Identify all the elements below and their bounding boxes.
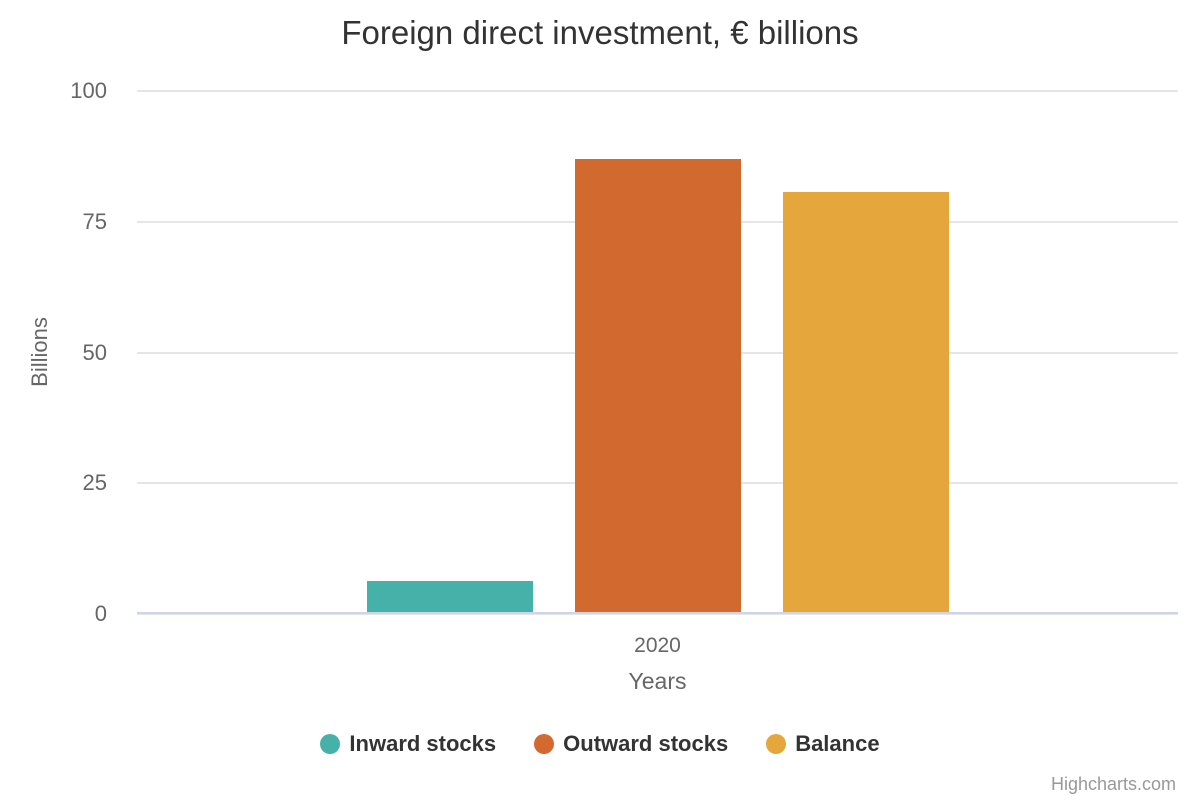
x-axis-line [137, 612, 1178, 614]
y-tick-label-100: 100 [70, 78, 107, 103]
legend: Inward stocks Outward stocks Balance [0, 731, 1200, 757]
legend-item-balance[interactable]: Balance [766, 731, 880, 757]
y-tick-label-50: 50 [82, 339, 107, 365]
legend-marker-inward-stocks [320, 734, 341, 754]
y-axis-title: Billions [27, 317, 52, 387]
legend-marker-outward-stocks [534, 734, 555, 754]
bars-group [137, 91, 1178, 614]
y-tick-label-75: 75 [82, 208, 107, 234]
legend-marker-balance [766, 734, 787, 754]
plot-area [137, 90, 1178, 615]
y-tick-label-25: 25 [82, 470, 107, 496]
credits-link[interactable]: Highcharts.com [1050, 774, 1176, 794]
gridline-100 [137, 90, 1178, 92]
x-axis-title: Years [628, 668, 687, 694]
legend-label-outward-stocks: Outward stocks [563, 731, 729, 756]
legend-item-outward-stocks[interactable]: Outward stocks [534, 731, 728, 757]
y-tick-label-0: 0 [94, 601, 107, 626]
legend-label-balance: Balance [795, 731, 880, 756]
gridline-0 [137, 613, 1178, 615]
chart-title: Foreign direct investment, € billions [341, 14, 859, 51]
legend-label-inward-stocks: Inward stocks [349, 731, 497, 756]
bar-outward-stocks[interactable] [574, 159, 741, 614]
legend-item-inward-stocks[interactable]: Inward stocks [320, 731, 496, 757]
x-axis-tick-label: 2020 [634, 634, 681, 657]
bar-balance[interactable] [782, 191, 949, 614]
bar-inward-stocks[interactable] [366, 581, 533, 614]
